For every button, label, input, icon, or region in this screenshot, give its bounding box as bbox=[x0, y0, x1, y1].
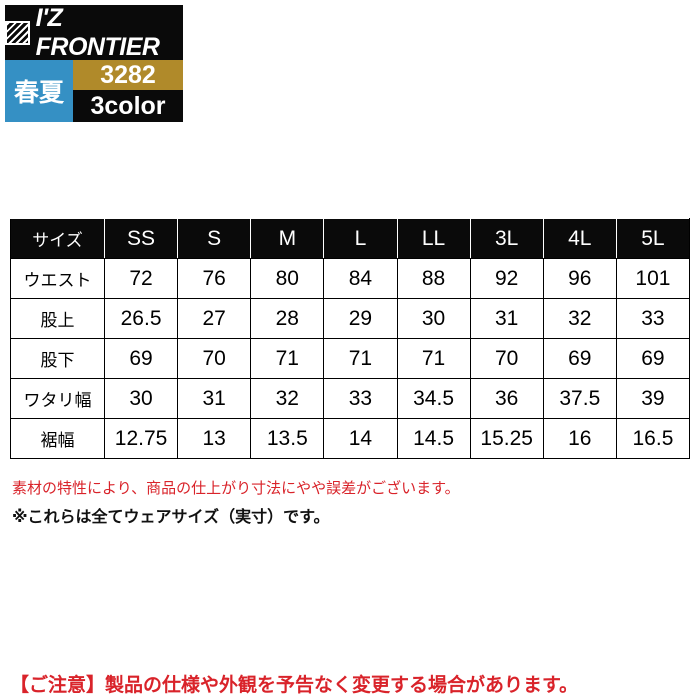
column-header: M bbox=[250, 218, 325, 259]
table-cell: 31 bbox=[469, 298, 544, 339]
table-row: 股下 69 70 71 71 71 70 69 69 bbox=[10, 338, 691, 379]
table-row: ウエスト 72 76 80 84 88 92 96 101 bbox=[10, 258, 691, 299]
table-cell: 34.5 bbox=[396, 378, 471, 419]
column-header: S bbox=[177, 218, 252, 259]
table-cell: 28 bbox=[250, 298, 325, 339]
table-cell: 36 bbox=[469, 378, 544, 419]
column-header: 4L bbox=[542, 218, 617, 259]
row-label: 股上 bbox=[10, 298, 105, 339]
table-row: 裾幅 12.75 13 13.5 14 14.5 15.25 16 16.5 bbox=[10, 418, 691, 459]
product-code: 3282 bbox=[73, 60, 183, 90]
table-cell: 33 bbox=[615, 298, 691, 339]
table-cell: 13.5 bbox=[250, 418, 325, 459]
column-header: 3L bbox=[469, 218, 544, 259]
table-cell: 101 bbox=[615, 258, 691, 299]
column-header: SS bbox=[103, 218, 179, 259]
column-header: LL bbox=[396, 218, 471, 259]
table-cell: 13 bbox=[177, 418, 252, 459]
table-cell: 30 bbox=[103, 378, 179, 419]
table-cell: 15.25 bbox=[469, 418, 544, 459]
table-row: ワタリ幅 30 31 32 33 34.5 36 37.5 39 bbox=[10, 378, 691, 419]
brand-logo: I'Z FRONTIER bbox=[5, 3, 183, 61]
color-count: 3color bbox=[90, 91, 166, 120]
table-cell: 92 bbox=[469, 258, 544, 299]
table-cell: 33 bbox=[323, 378, 398, 419]
table-cell: 69 bbox=[103, 338, 179, 379]
table-cell: 26.5 bbox=[103, 298, 179, 339]
row-label: 裾幅 bbox=[10, 418, 105, 459]
table-cell: 88 bbox=[396, 258, 471, 299]
column-header: サイズ bbox=[10, 218, 105, 259]
caution-note: 【ご注意】製品の仕様や外観を予告なく変更する場合があります。 bbox=[10, 674, 579, 696]
variance-note: 素材の特性により、商品の仕上がり寸法にやや誤差がございます。 bbox=[12, 479, 460, 497]
table-cell: 31 bbox=[177, 378, 252, 419]
table-cell: 70 bbox=[469, 338, 544, 379]
table-cell: 30 bbox=[396, 298, 471, 339]
table-cell: 96 bbox=[542, 258, 617, 299]
table-cell: 39 bbox=[615, 378, 691, 419]
table-cell: 16 bbox=[542, 418, 617, 459]
table-cell: 76 bbox=[177, 258, 252, 299]
column-header: 5L bbox=[615, 218, 691, 259]
table-cell: 70 bbox=[177, 338, 252, 379]
table-cell: 80 bbox=[250, 258, 325, 299]
row-label: 股下 bbox=[10, 338, 105, 379]
row-label: ウエスト bbox=[10, 258, 105, 299]
table-cell: 32 bbox=[542, 298, 617, 339]
table-cell: 32 bbox=[250, 378, 325, 419]
row-label: ワタリ幅 bbox=[10, 378, 105, 419]
table-cell: 69 bbox=[542, 338, 617, 379]
table-cell: 69 bbox=[615, 338, 691, 379]
table-header-row: サイズ SS S M L LL 3L 4L 5L bbox=[10, 218, 691, 259]
brand-name: I'Z FRONTIER bbox=[35, 3, 160, 61]
actual-size-note: ※これらは全てウェアサイズ（実寸）です。 bbox=[12, 507, 330, 526]
table-cell: 37.5 bbox=[542, 378, 617, 419]
column-header: L bbox=[323, 218, 398, 259]
table-cell: 29 bbox=[323, 298, 398, 339]
table-cell: 27 bbox=[177, 298, 252, 339]
brand-logo-block: I'Z FRONTIER 春夏 3282 3color bbox=[5, 3, 183, 122]
table-cell: 14.5 bbox=[396, 418, 471, 459]
season-label: 春夏 bbox=[5, 60, 73, 122]
table-cell: 84 bbox=[323, 258, 398, 299]
table-cell: 72 bbox=[103, 258, 179, 299]
size-table: サイズ SS S M L LL 3L 4L 5L ウエスト 72 76 80 84 88 92 96 101 股上… bbox=[10, 218, 691, 459]
table-row: 股上 26.5 27 28 29 30 31 32 33 bbox=[10, 298, 691, 339]
table-cell: 71 bbox=[323, 338, 398, 379]
table-cell: 71 bbox=[396, 338, 471, 379]
brand-mark-icon bbox=[5, 20, 30, 45]
table-cell: 71 bbox=[250, 338, 325, 379]
table-cell: 16.5 bbox=[615, 418, 691, 459]
table-cell: 12.75 bbox=[103, 418, 179, 459]
table-cell: 14 bbox=[323, 418, 398, 459]
